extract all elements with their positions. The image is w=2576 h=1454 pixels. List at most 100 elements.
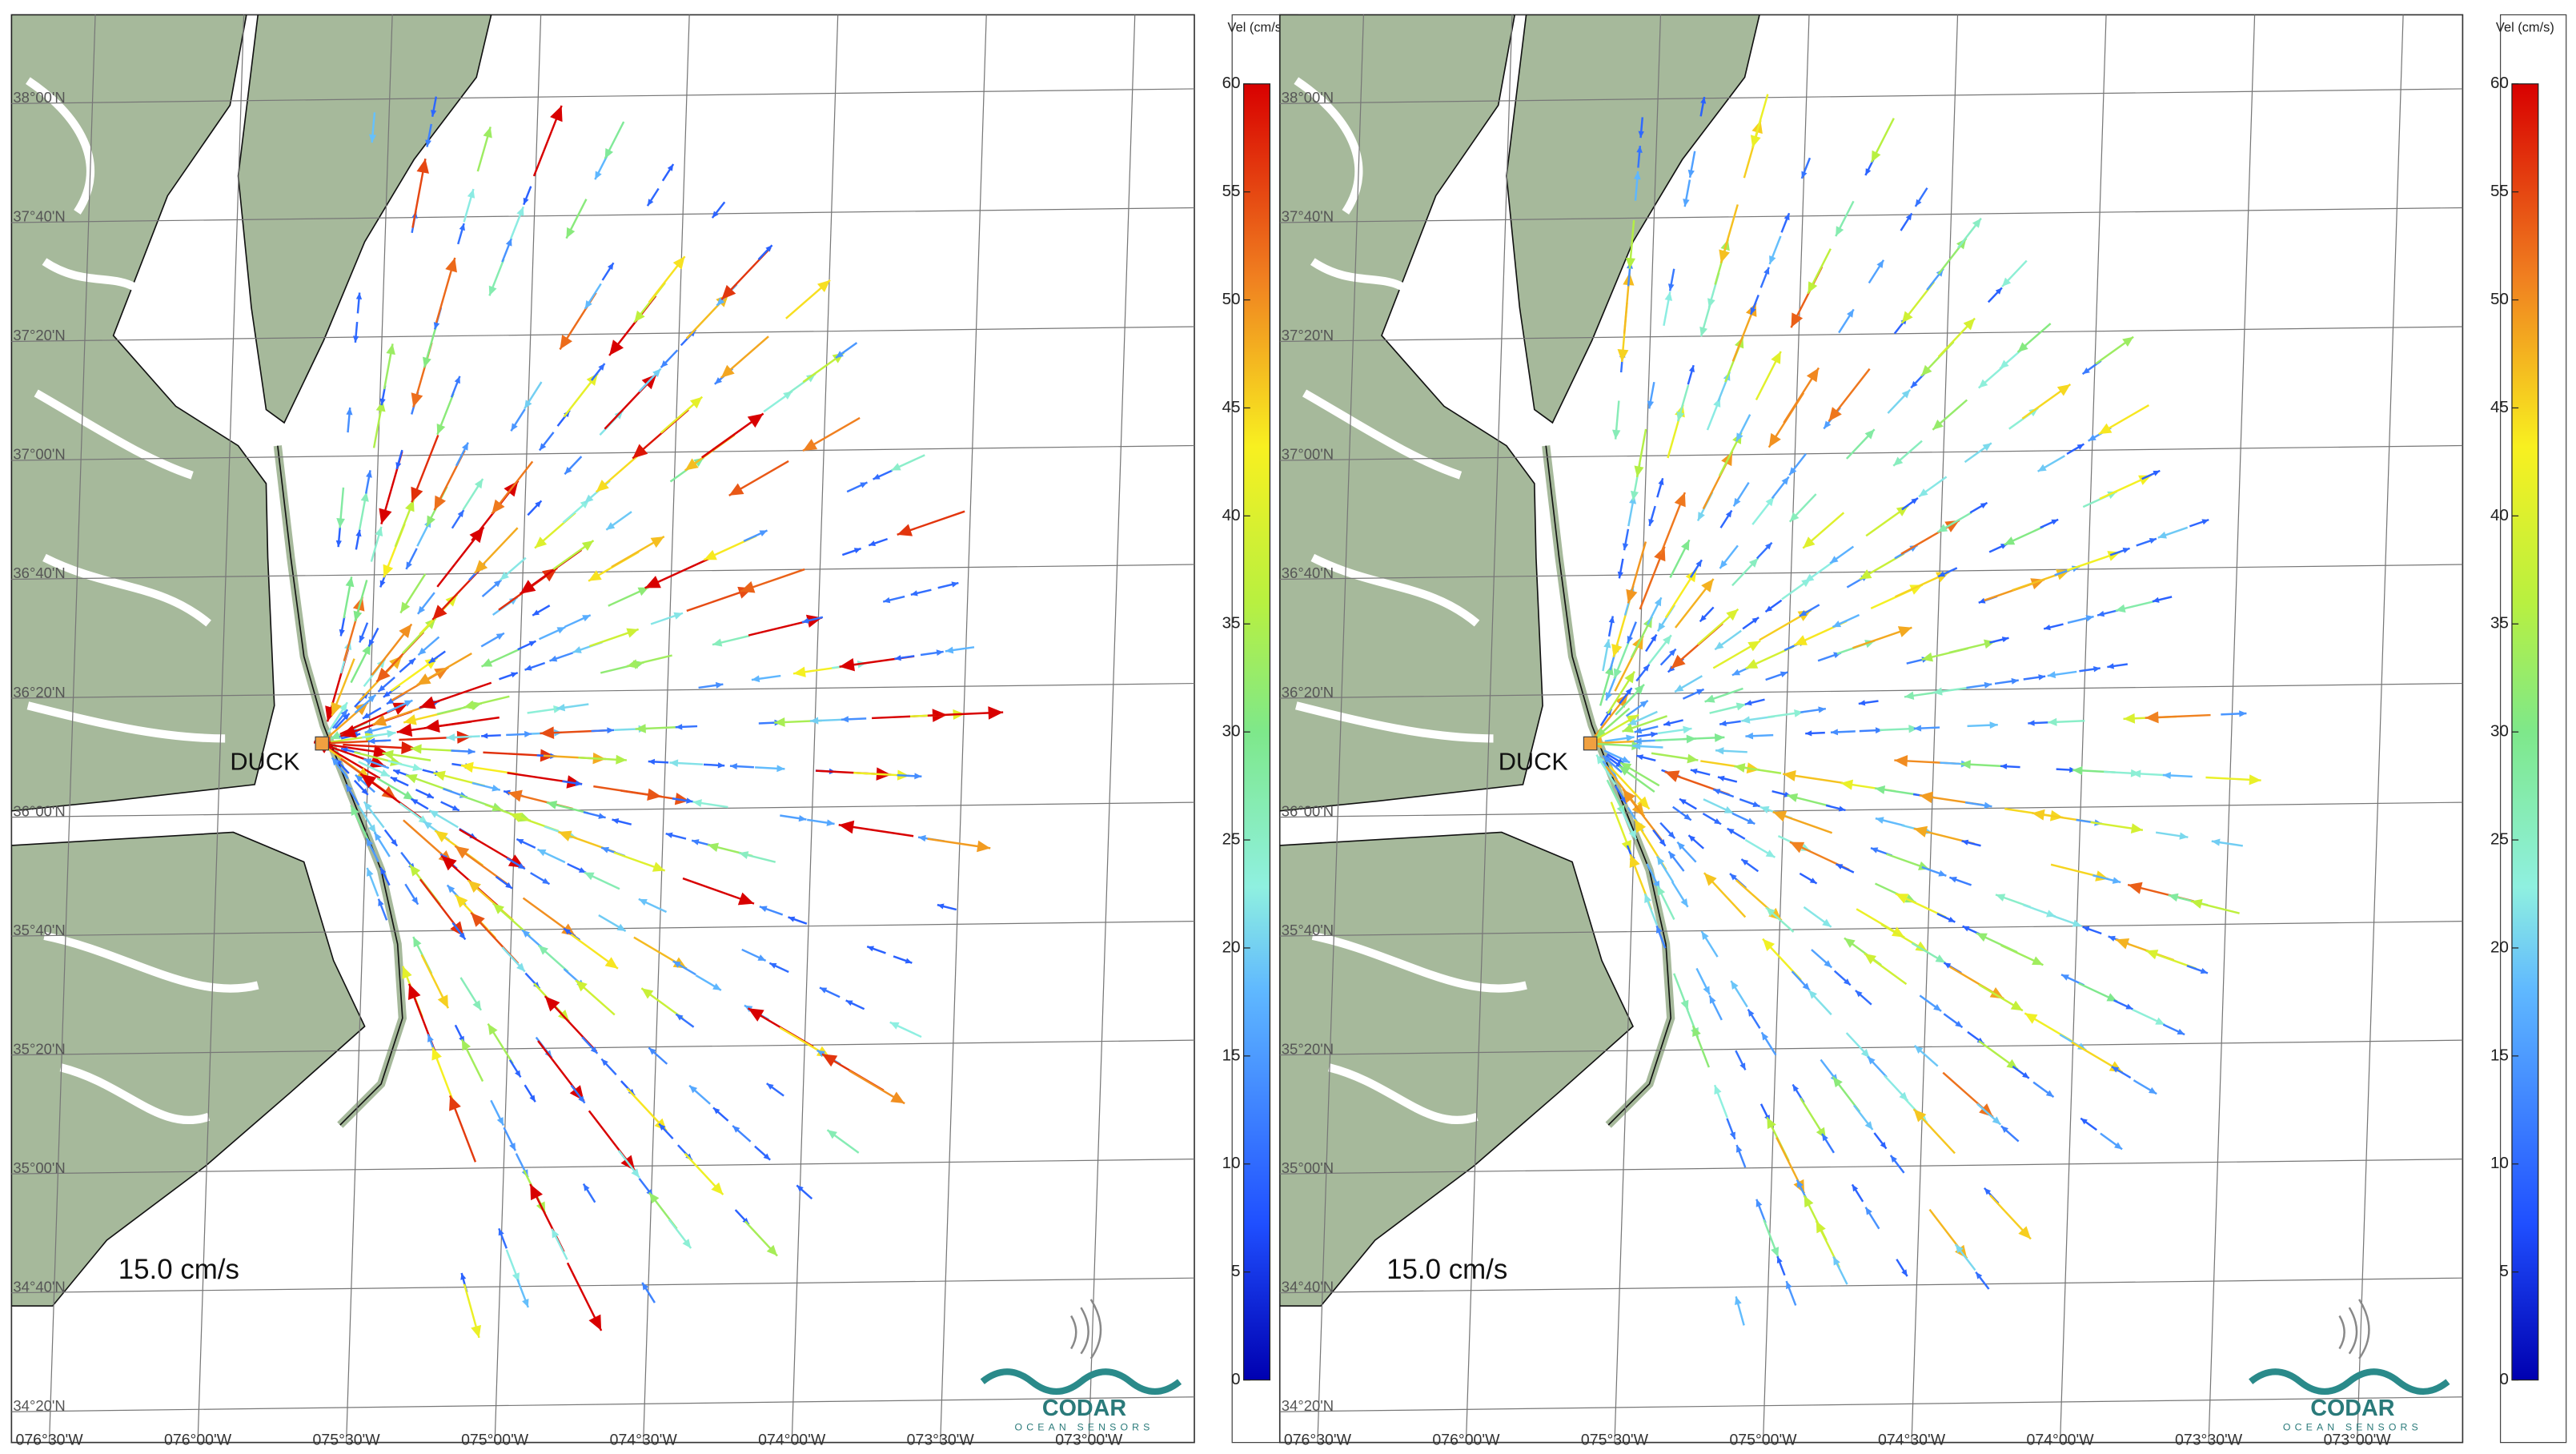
vector-head xyxy=(1836,226,1844,237)
latitude-label: 35°40'N xyxy=(13,922,65,938)
vector-head xyxy=(708,842,720,852)
vector-head xyxy=(1714,817,1722,825)
vector-head xyxy=(516,962,525,972)
colorbar-tick-label: 30 xyxy=(2490,722,2509,741)
vector-head xyxy=(1808,281,1818,294)
vector-head xyxy=(588,1314,602,1331)
vector-head xyxy=(1627,636,1634,644)
vector-head xyxy=(556,627,566,634)
colorbar-tick-label: 40 xyxy=(1222,506,1241,524)
vector-head xyxy=(366,470,372,478)
vector-head xyxy=(1668,649,1676,657)
vector-head xyxy=(686,797,693,804)
vector-head xyxy=(748,1008,764,1022)
vector-head xyxy=(426,792,434,798)
longitude-line xyxy=(791,14,839,1443)
vector-head xyxy=(522,1298,529,1307)
longitude-line xyxy=(940,14,987,1443)
vector-head xyxy=(711,1182,724,1195)
vector-head xyxy=(1904,691,1915,701)
vector-head xyxy=(650,536,664,548)
vector-head xyxy=(1680,540,1690,551)
colorbar-tick-label: 35 xyxy=(2490,614,2509,633)
longitude-line xyxy=(494,14,542,1443)
vector-head xyxy=(445,257,457,273)
vector-head xyxy=(406,561,412,569)
vector-head xyxy=(2114,1142,2123,1150)
vector-head xyxy=(1938,571,1946,577)
vector-head xyxy=(522,930,531,938)
vector-head xyxy=(528,641,536,647)
vector-head xyxy=(604,957,618,969)
vector-head xyxy=(1748,558,1759,568)
latitude-line xyxy=(11,326,1195,343)
vector-head xyxy=(1700,97,1707,104)
vector-head xyxy=(390,777,398,783)
vector-head xyxy=(720,364,735,378)
colorbar-tick-label: 60 xyxy=(2490,74,2509,92)
vector-head xyxy=(1611,644,1623,657)
vector-head xyxy=(1984,801,1992,809)
vector-head xyxy=(1938,870,1947,877)
vector-head xyxy=(1683,813,1691,821)
vector-head xyxy=(1729,1131,1735,1139)
vector-head xyxy=(801,617,809,624)
vector-head xyxy=(1908,725,1918,733)
vector-head xyxy=(550,105,563,123)
vector-head xyxy=(684,458,699,471)
vector-head xyxy=(2032,809,2045,821)
longitude-line xyxy=(346,14,393,1443)
vector-head xyxy=(1765,850,1776,858)
vector-head xyxy=(1801,171,1808,179)
vector-head xyxy=(1741,859,1749,866)
vector-head xyxy=(1766,907,1776,917)
vector-head xyxy=(1799,609,1808,617)
vector-head xyxy=(492,903,505,914)
vector-head xyxy=(2201,519,2209,525)
vector-head xyxy=(380,867,387,875)
logo-tagline: OCEAN SENSORS xyxy=(1015,1421,1154,1432)
vector-head xyxy=(1864,429,1875,440)
colorbar-tick-label: 15 xyxy=(1222,1046,1241,1064)
vector-head xyxy=(2249,774,2261,785)
vector-head xyxy=(343,713,350,721)
vector-head xyxy=(393,769,400,775)
vector-field xyxy=(1588,94,2261,1326)
latitude-line xyxy=(11,1159,1195,1175)
latitude-line xyxy=(1279,207,2463,223)
vector-head xyxy=(564,467,572,475)
colorbar-tick-label: 50 xyxy=(2490,290,2509,308)
vector-head xyxy=(395,462,402,469)
vector-head xyxy=(379,508,392,524)
vector-head xyxy=(463,700,475,710)
latitude-label: 34°40'N xyxy=(13,1278,65,1295)
vector-head xyxy=(1731,669,1741,676)
vector-head xyxy=(584,494,594,504)
vector-head xyxy=(504,789,511,796)
vector-head xyxy=(765,245,772,252)
longitude-line xyxy=(2208,14,2256,1443)
vector-head xyxy=(549,655,558,662)
latitude-label: 37°40'N xyxy=(1282,208,1334,225)
vector-head xyxy=(732,1126,740,1133)
vector-head xyxy=(379,580,386,588)
vector-head xyxy=(352,335,359,343)
vector-head xyxy=(1624,671,1635,684)
vector-head xyxy=(1932,687,1943,696)
vector-head xyxy=(1715,641,1724,650)
vector-head xyxy=(1896,894,1909,904)
vector-head xyxy=(729,763,737,770)
vector-head xyxy=(1733,497,1741,507)
vector-head xyxy=(2076,444,2084,450)
vector-head xyxy=(1840,779,1853,790)
vector-head xyxy=(1789,512,1800,522)
site-label: DUCK xyxy=(230,747,300,775)
latitude-label: 37°00'N xyxy=(1282,446,1334,463)
vector-head xyxy=(1787,793,1799,802)
vector-head xyxy=(595,171,602,180)
vector-head xyxy=(1596,754,1605,765)
vector-head xyxy=(368,639,375,647)
vector-head xyxy=(2123,713,2136,724)
vector-head xyxy=(1704,694,1715,703)
logo-name: CODAR xyxy=(2310,1396,2395,1421)
